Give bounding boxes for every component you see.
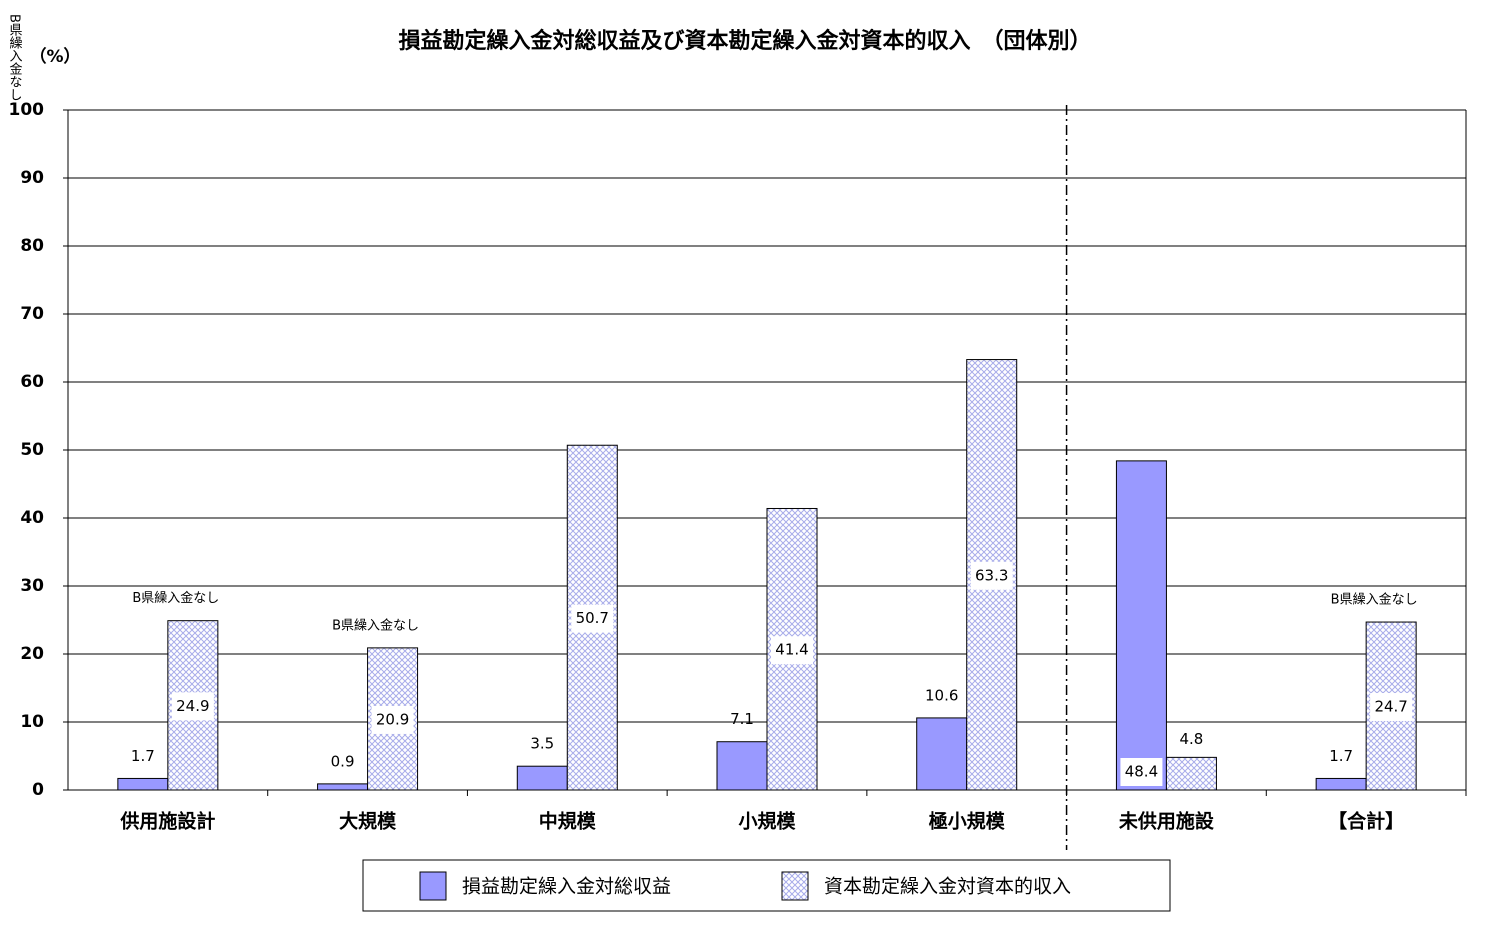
data-label: 0.9 [331,752,355,770]
bar [916,717,968,791]
data-label: 20.9 [376,710,409,728]
label-bg [970,561,1013,590]
data-label: 41.4 [775,641,808,659]
annotation: B県繰入金なし [332,617,419,633]
annotation: B県繰入金なし [1331,592,1418,608]
legend-label: 損益勘定繰入金対総収益 [462,876,671,898]
data-label: 3.5 [530,735,554,753]
chart-title: 損益勘定繰入金対総収益及び資本勘定繰入金対資本的収入 （団体別） [398,28,1091,54]
data-label: 63.3 [975,566,1008,584]
legend-box [362,859,1171,912]
side-note: B県繰入金なし [7,14,23,101]
bar [1315,777,1367,791]
y-tick-label: 70 [20,304,44,324]
y-tick-label: 20 [20,644,44,664]
x-tick-label: 極小規模 [929,810,1006,833]
y-tick-label: 50 [20,440,44,460]
y-axis-label: （%） [29,46,80,67]
y-tick-label: 100 [9,100,45,120]
y-tick-label: 80 [20,236,44,256]
x-tick-label: 供用施設計 [119,810,215,833]
data-label: 24.9 [176,697,209,715]
x-tick-label: 小規模 [738,810,796,833]
label-bg [1370,693,1413,722]
y-tick-label: 40 [20,508,44,528]
bar [516,765,568,791]
bar [716,741,768,791]
data-label: 4.8 [1179,730,1203,748]
annotation: B県繰入金なし [132,590,219,606]
y-tick-label: 60 [20,372,44,392]
y-tick-label: 30 [20,576,44,596]
label-bg [1120,758,1163,786]
x-tick-label: 【合計】 [1328,810,1404,833]
data-label: 24.7 [1374,698,1407,716]
label-bg [371,705,414,734]
x-tick-label: 中規模 [539,810,597,833]
data-label: 1.7 [131,747,155,765]
data-label: 1.7 [1329,747,1353,765]
data-label: 50.7 [576,609,609,627]
y-tick-label: 10 [20,712,44,732]
label-bg [571,604,614,633]
label-bg [771,636,813,665]
legend-swatch [419,871,447,901]
x-tick-label: 未供用施設 [1118,810,1215,833]
legend-label: 資本勘定繰入金対資本的収入 [824,876,1071,898]
data-label: 10.6 [925,686,958,704]
data-label: 48.4 [1125,763,1158,781]
y-tick-label: 0 [32,780,44,800]
bar [117,777,169,791]
bar [317,783,369,791]
bar [1115,460,1167,791]
bar [1165,756,1217,791]
x-tick-label: 大規模 [339,810,397,833]
legend-swatch [781,871,809,901]
label-bg [171,692,214,721]
data-label: 7.1 [730,710,754,728]
y-tick-label: 90 [20,168,44,188]
